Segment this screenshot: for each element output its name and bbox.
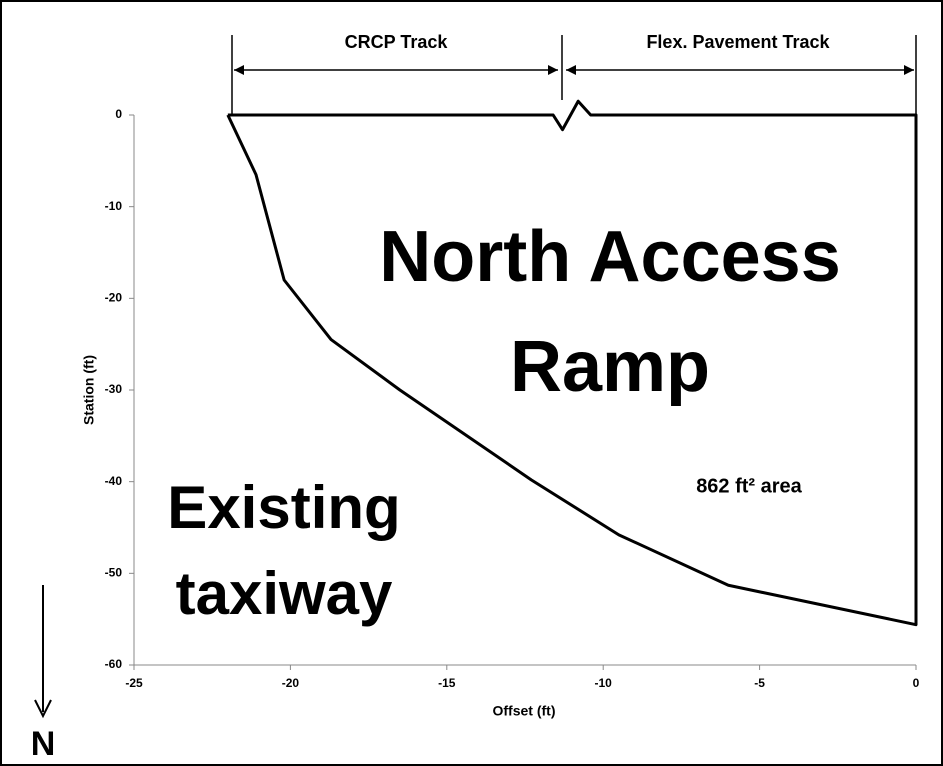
y-tick-label: -60 bbox=[105, 657, 123, 671]
annotation: CRCP Track bbox=[345, 32, 449, 52]
y-tick-label: -50 bbox=[105, 566, 123, 580]
annotation: Flex. Pavement Track bbox=[646, 32, 830, 52]
annotation: N bbox=[31, 725, 56, 763]
y-axis-label: Station (ft) bbox=[81, 355, 97, 425]
y-tick-label: 0 bbox=[115, 107, 122, 121]
x-axis-label: Offset (ft) bbox=[493, 703, 556, 719]
annotation: North Access bbox=[379, 217, 841, 297]
annotation: Ramp bbox=[510, 327, 710, 407]
x-tick-label: -20 bbox=[282, 676, 300, 690]
y-tick-label: -30 bbox=[105, 382, 123, 396]
x-tick-label: -10 bbox=[595, 676, 613, 690]
x-tick-label: 0 bbox=[913, 676, 920, 690]
north-arrow bbox=[34, 585, 52, 719]
annotation: Existing bbox=[167, 474, 400, 541]
y-tick-label: -10 bbox=[105, 199, 123, 213]
x-tick-label: -25 bbox=[125, 676, 143, 690]
dimension-lines bbox=[231, 35, 917, 115]
outline bbox=[226, 99, 918, 627]
annotation: 862 ft² area bbox=[696, 475, 802, 497]
y-tick-label: -20 bbox=[105, 291, 123, 305]
x-tick-label: -15 bbox=[438, 676, 456, 690]
x-tick-label: -5 bbox=[754, 676, 765, 690]
annotation: taxiway bbox=[176, 560, 393, 627]
y-tick-label: -40 bbox=[105, 474, 123, 488]
